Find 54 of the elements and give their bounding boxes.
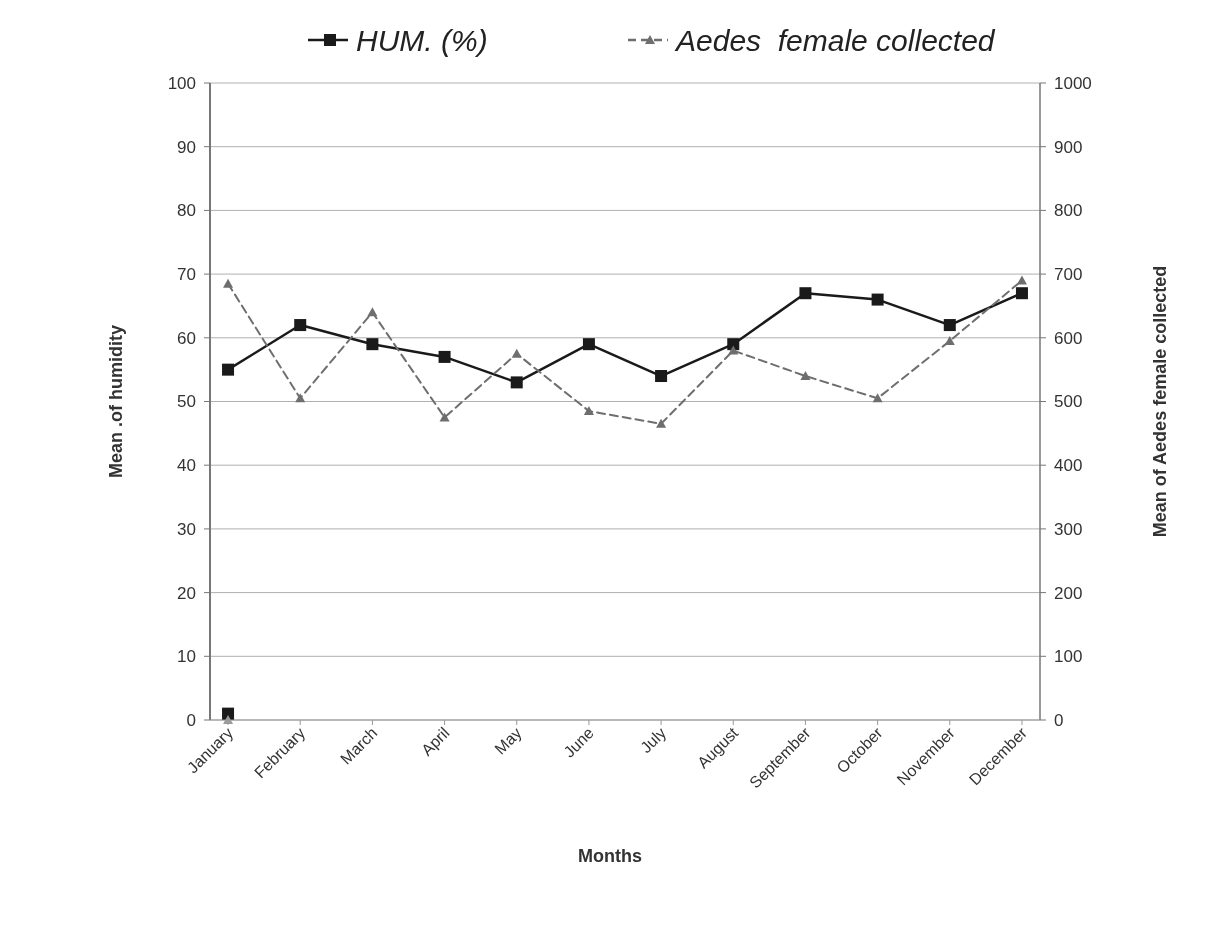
point bbox=[222, 707, 235, 720]
y2-axis-title: Mean of Aedes female collected bbox=[1150, 265, 1170, 538]
point bbox=[510, 376, 523, 389]
x-tick-label: July bbox=[637, 724, 670, 757]
point bbox=[294, 319, 307, 332]
x-tick-label: May bbox=[491, 724, 525, 758]
y2-tick-label: 500 bbox=[1054, 392, 1083, 412]
point bbox=[1015, 287, 1028, 300]
y2-tick-label: 1000 bbox=[1054, 73, 1092, 93]
y-tick-label: 10 bbox=[177, 647, 196, 667]
point bbox=[799, 287, 812, 300]
y-tick-label: 0 bbox=[186, 710, 196, 730]
y-tick-label: 60 bbox=[177, 328, 196, 348]
point bbox=[367, 307, 378, 317]
y-tick-label: 20 bbox=[177, 583, 196, 603]
x-axis-title: Months bbox=[578, 846, 642, 866]
legend-label: Aedes female collected bbox=[674, 23, 996, 57]
y-tick-label: 100 bbox=[167, 73, 196, 93]
point bbox=[223, 715, 234, 724]
y-tick-label: 40 bbox=[177, 456, 196, 476]
y2-tick-label: 700 bbox=[1054, 265, 1083, 285]
y-tick-label: 50 bbox=[177, 392, 196, 412]
point bbox=[366, 338, 379, 351]
point bbox=[1016, 275, 1027, 285]
point bbox=[582, 338, 595, 351]
point bbox=[871, 293, 884, 306]
point bbox=[728, 345, 739, 355]
point bbox=[511, 348, 522, 358]
point bbox=[295, 393, 306, 403]
y2-tick-label: 300 bbox=[1054, 519, 1083, 539]
point bbox=[223, 278, 234, 288]
point bbox=[438, 350, 451, 363]
point bbox=[655, 370, 668, 383]
point bbox=[727, 338, 740, 351]
y2-tick-label: 800 bbox=[1054, 201, 1083, 221]
point bbox=[944, 335, 955, 345]
y2-tick-label: 600 bbox=[1054, 328, 1083, 348]
y2-tick-label: 200 bbox=[1054, 583, 1083, 603]
y-tick-label: 90 bbox=[177, 137, 196, 157]
point bbox=[656, 418, 667, 428]
point bbox=[872, 393, 883, 403]
point bbox=[800, 371, 811, 381]
y2-tick-label: 400 bbox=[1054, 456, 1083, 476]
point bbox=[583, 406, 594, 416]
y-tick-label: 80 bbox=[177, 201, 196, 221]
y-axis-title: Mean .of humidity bbox=[106, 325, 126, 478]
legend-label: HUM. (%) bbox=[356, 23, 488, 57]
point bbox=[943, 319, 956, 332]
y2-tick-label: 100 bbox=[1054, 647, 1083, 667]
y2-tick-label: 900 bbox=[1054, 137, 1083, 157]
y-tick-label: 70 bbox=[177, 265, 196, 285]
y-tick-label: 30 bbox=[177, 519, 196, 539]
y2-tick-label: 0 bbox=[1054, 710, 1064, 730]
point bbox=[222, 363, 235, 376]
